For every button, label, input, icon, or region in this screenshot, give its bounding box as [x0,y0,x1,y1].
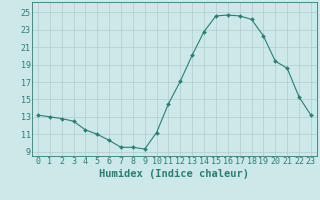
X-axis label: Humidex (Indice chaleur): Humidex (Indice chaleur) [100,169,249,179]
